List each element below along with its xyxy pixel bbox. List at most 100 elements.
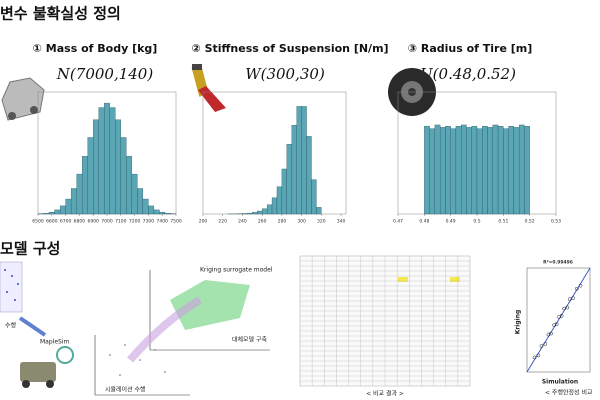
bar (131, 173, 138, 215)
x-tick-label: 6700 (60, 219, 72, 225)
point (571, 296, 575, 301)
process-diagram (0, 261, 270, 396)
x-tick-label: 0.53 (551, 219, 561, 225)
diagram-label: 수행 (5, 322, 16, 330)
x-tick-label: 280 (278, 219, 287, 225)
bar (497, 126, 504, 215)
chart-title: ① Mass of Body [kg] (33, 42, 158, 55)
bar (311, 179, 317, 215)
bar (471, 126, 478, 215)
diagram-label: 시뮬레이션 수행 (105, 386, 146, 394)
bar (115, 119, 121, 215)
point (559, 313, 564, 318)
bar (455, 126, 462, 215)
bar (262, 208, 268, 215)
point (539, 344, 544, 348)
bar (482, 126, 488, 215)
x-tick-label: 320 (317, 219, 326, 225)
bar (242, 213, 248, 215)
x-tick-label: 7000 (101, 219, 113, 225)
caption: < 비교 결과 > (366, 390, 404, 398)
vehicle-image (1, 77, 45, 121)
bar (301, 106, 307, 215)
bar (276, 186, 283, 215)
x-tick-label: 240 (238, 219, 247, 225)
point (536, 353, 541, 358)
bar (424, 126, 430, 215)
bar (104, 102, 110, 215)
point (574, 286, 579, 291)
bar (87, 137, 94, 215)
bar (487, 127, 493, 215)
fit-line (526, 267, 591, 373)
bar (461, 124, 467, 215)
caption: < 주행안정성 비교 (545, 389, 593, 397)
x-tick-label: 0.48 (419, 219, 429, 225)
bar (153, 209, 160, 215)
bar (247, 212, 253, 215)
bar (439, 127, 446, 215)
bar (120, 137, 127, 215)
bar (476, 128, 483, 215)
chart-title: ③ Radius of Tire [m] (408, 42, 533, 55)
result-table (299, 255, 471, 387)
bar (76, 173, 83, 215)
bar (43, 213, 50, 215)
x-tick-label: 7300 (143, 219, 155, 225)
plot-frame (526, 267, 591, 373)
point (554, 322, 559, 327)
diagram-label: Kriging surrogate model (200, 267, 273, 274)
bar (159, 211, 166, 215)
section-title: 모델 구성 (0, 240, 60, 258)
x-tick-label: 0.52 (525, 219, 535, 225)
bar (137, 188, 144, 215)
x-tick-label: 0.5 (473, 219, 480, 225)
bar (518, 124, 525, 215)
diagram-label: 대체모델 구축 (232, 336, 268, 344)
bar (142, 198, 149, 215)
point (549, 331, 553, 336)
distribution: N(7000,140) (56, 65, 154, 83)
suspension-image (191, 64, 226, 112)
point (562, 306, 567, 311)
distribution: W(300,30) (245, 65, 325, 83)
bar (286, 143, 292, 215)
bar (70, 188, 77, 215)
bar (266, 204, 273, 215)
x-tick-label: 6800 (74, 219, 86, 225)
bar (492, 124, 499, 215)
bar (524, 126, 530, 215)
bar (291, 125, 297, 215)
x-tick-label: 200 (199, 219, 208, 225)
point (565, 305, 570, 310)
x-tick-label: 6900 (87, 219, 99, 225)
bar (109, 107, 116, 215)
x-tick-label: 7100 (115, 219, 127, 225)
bar (445, 126, 451, 215)
bar (434, 124, 441, 215)
point (567, 297, 572, 302)
point (546, 332, 551, 337)
y-axis-label: Kriging (515, 310, 522, 335)
bar (306, 136, 312, 215)
point (557, 315, 561, 319)
x-tick-label: 7400 (156, 219, 168, 225)
x-axis-label: Simulation (542, 379, 578, 386)
bar (429, 128, 436, 215)
bar (164, 213, 171, 215)
plot-frame (202, 91, 347, 215)
x-tick-label: 340 (337, 219, 346, 225)
bar (65, 198, 72, 215)
point (552, 323, 556, 328)
x-tick-label: 220 (218, 219, 227, 225)
bar (48, 211, 55, 215)
x-tick-label: 300 (297, 219, 306, 225)
bar (508, 126, 515, 215)
bar (98, 107, 105, 215)
point (532, 355, 537, 360)
bar (281, 168, 287, 215)
x-tick-label: 0.51 (498, 219, 508, 225)
bar (54, 209, 61, 215)
